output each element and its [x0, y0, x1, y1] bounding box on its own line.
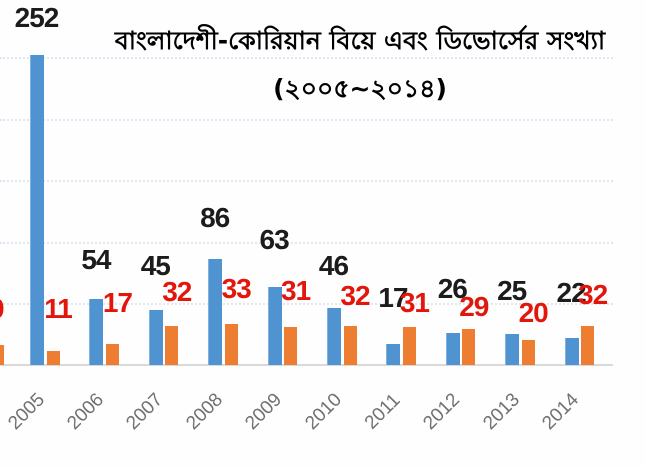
- gridline-200: [0, 118, 613, 121]
- bar-blue-2013: [505, 334, 520, 365]
- label-orange-2008: 33: [221, 273, 252, 304]
- label-blue-2013: 25: [497, 275, 527, 306]
- chart-title-line1: বাংলাদেশী-কোরিয়ান বিয়ে এবং ডিভোর্সের স…: [114, 26, 606, 55]
- x-tick-2005: 2005: [3, 389, 49, 435]
- label-orange-2012: 29: [459, 291, 489, 322]
- bar-blue-2014: [564, 337, 579, 365]
- gridline-250: [0, 57, 613, 60]
- gridline-150: [0, 180, 613, 183]
- label-orange-2007: 32: [162, 276, 192, 307]
- label-blue-2009: 63: [259, 224, 290, 255]
- label-orange-2011: 31: [399, 287, 430, 318]
- bar-orange-2011: [402, 326, 416, 365]
- x-tick-2013: 2013: [478, 389, 524, 435]
- x-tick-2012: 2012: [419, 389, 465, 435]
- label-orange-2010: 32: [340, 280, 370, 311]
- bar-orange-2006: [105, 344, 119, 365]
- x-tick-2006: 2006: [63, 389, 108, 435]
- bar-blue-2007: [148, 309, 163, 365]
- bar-orange-2009: [284, 326, 298, 365]
- bar-blue-2011: [386, 344, 401, 365]
- bar-orange-2008: [224, 324, 238, 365]
- clipped-edge-label: 0: [0, 295, 5, 323]
- x-tick-2009: 2009: [241, 389, 287, 435]
- label-blue-2011: 17: [378, 282, 408, 313]
- label-orange-2014: 32: [578, 279, 608, 310]
- bar-blue-2010: [327, 308, 341, 365]
- label-blue-2008: 86: [200, 202, 230, 233]
- label-orange-2009: 31: [281, 275, 311, 306]
- x-axis-line: [0, 364, 613, 366]
- label-blue-2012: 26: [437, 273, 468, 304]
- bar-blue-2005: [30, 54, 44, 365]
- bar-blue-2008: [208, 259, 223, 365]
- x-tick-2014: 2014: [538, 389, 584, 435]
- x-tick-2011: 2011: [360, 389, 405, 434]
- label-orange-2006: 17: [102, 287, 133, 318]
- x-tick-2010: 2010: [300, 389, 346, 435]
- bar-blue-2009: [267, 287, 282, 365]
- label-blue-2010: 46: [318, 250, 349, 281]
- x-tick-2008: 2008: [181, 389, 227, 435]
- bar-orange-2007: [165, 325, 179, 365]
- label-blue-2006: 54: [81, 244, 111, 275]
- bar-orange-2005: [46, 351, 60, 365]
- label-blue-2005: 252: [14, 2, 60, 33]
- bar-orange-2010: [343, 325, 357, 365]
- bar-blue-2012: [445, 333, 460, 365]
- gridline-100: [0, 241, 613, 244]
- gridline-50: [0, 303, 613, 306]
- label-blue-2007: 45: [140, 250, 171, 281]
- bar-orange-2012: [462, 329, 476, 365]
- bar-orange-2013: [521, 340, 535, 365]
- label-blue-2014: 22: [556, 277, 587, 308]
- bar-orange-2014: [581, 325, 595, 365]
- x-tick-2007: 2007: [122, 389, 168, 435]
- label-orange-2005: 11: [44, 293, 73, 324]
- clipped-edge-bar: [0, 345, 4, 365]
- label-orange-2013: 20: [518, 297, 549, 328]
- chart-title-line2: (২০০৫~২০১৪): [273, 74, 447, 103]
- bar-blue-2006: [89, 298, 104, 365]
